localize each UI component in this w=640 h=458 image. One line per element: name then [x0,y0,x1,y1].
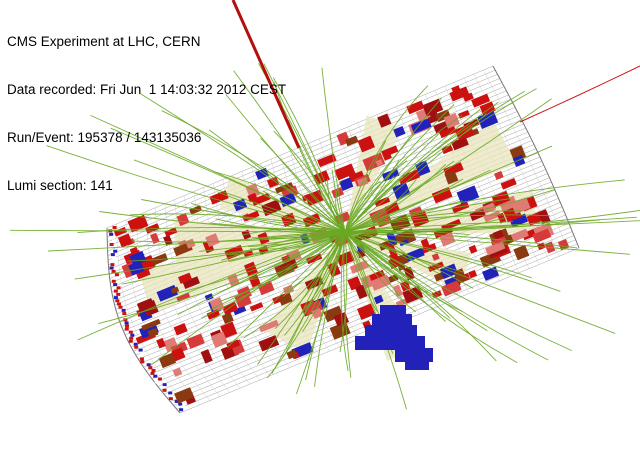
muon-tracks [231,0,640,149]
tracks [9,63,640,410]
date-label: Data recorded: Fri Jun 1 14:03:32 2012 C… [7,82,287,97]
experiment-label: CMS Experiment at LHC, CERN [7,34,201,49]
lumi-section-label: Lumi section: 141 [7,178,113,193]
event-info: CMS Experiment at LHC, CERN Data recorde… [7,2,286,226]
run-event-label: Run/Event: 195378 / 143135036 [7,130,202,145]
calorimeter-towers [113,85,570,405]
hcal-tower-stack [355,305,433,370]
